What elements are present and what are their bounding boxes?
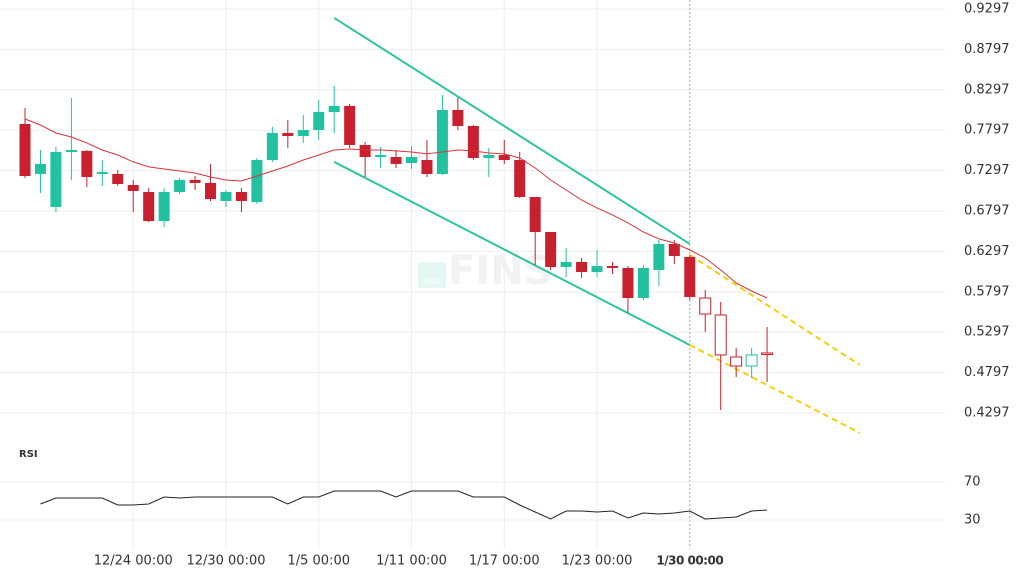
x-tick-label: 12/30 00:00 bbox=[186, 554, 265, 569]
candle-body bbox=[622, 267, 634, 299]
candle-body bbox=[637, 267, 649, 299]
candle-body bbox=[591, 266, 603, 272]
candle-body bbox=[483, 154, 495, 158]
candle-body bbox=[282, 132, 294, 136]
candle-body bbox=[576, 261, 588, 272]
candle-body bbox=[684, 256, 696, 297]
trendline bbox=[333, 17, 691, 245]
y-tick-label: 0.8797 bbox=[964, 42, 1010, 57]
y-tick-label: 0.7797 bbox=[964, 123, 1010, 138]
candle-body bbox=[50, 152, 62, 208]
x-tick-label: 1/17 00:00 bbox=[469, 554, 540, 569]
candle-body bbox=[81, 150, 93, 177]
candle-body bbox=[498, 154, 510, 160]
candle-body bbox=[112, 173, 124, 184]
candle-body bbox=[668, 243, 680, 256]
trendline bbox=[333, 161, 691, 346]
candle-body bbox=[313, 112, 325, 131]
candle-body bbox=[143, 192, 155, 222]
y-tick-label: 0.7297 bbox=[964, 163, 1010, 178]
candle-body bbox=[467, 125, 479, 158]
rsi-line bbox=[40, 490, 768, 520]
candle-body bbox=[421, 160, 433, 174]
candle-body bbox=[436, 109, 448, 174]
x-tick-label: 1/23 00:00 bbox=[562, 554, 633, 569]
candle-body bbox=[158, 192, 170, 222]
y-tick-label: 30 bbox=[964, 513, 981, 528]
watermark-badge-box bbox=[418, 262, 446, 288]
candle-body bbox=[653, 243, 665, 270]
candle-body bbox=[34, 163, 46, 174]
candle-body bbox=[560, 261, 572, 267]
candle-body bbox=[714, 314, 727, 356]
x-tick-label: 1/5 00:00 bbox=[287, 554, 350, 569]
candle-body bbox=[328, 105, 340, 112]
candle-body bbox=[761, 352, 774, 355]
candle-body bbox=[251, 160, 263, 203]
y-tick-label: 0.6797 bbox=[964, 203, 1010, 218]
x-tick-label: 12/24 00:00 bbox=[94, 554, 173, 569]
candle-body bbox=[529, 197, 541, 232]
y-tick-label: 0.9297 bbox=[964, 1, 1010, 16]
candle-body bbox=[127, 184, 139, 191]
rsi-title: RSI bbox=[19, 449, 38, 460]
candle-body bbox=[359, 144, 371, 158]
candle-body bbox=[545, 232, 557, 267]
candle-body bbox=[699, 297, 712, 315]
candle-body bbox=[730, 356, 743, 367]
candle-body bbox=[514, 160, 526, 198]
candle-body bbox=[266, 132, 278, 160]
candle-body bbox=[390, 157, 402, 164]
candle-body bbox=[375, 154, 387, 158]
watermark-text: FINS bbox=[448, 248, 553, 294]
y-tick-label: 0.5797 bbox=[964, 284, 1010, 299]
y-tick-label: 0.4297 bbox=[964, 406, 1010, 421]
candle-body bbox=[745, 354, 758, 367]
x-tick-label: 1/11 00:00 bbox=[376, 554, 447, 569]
candle-body bbox=[205, 182, 217, 200]
candle-body bbox=[297, 130, 309, 136]
candle-body bbox=[189, 179, 201, 183]
trendline bbox=[689, 254, 861, 366]
candle-body bbox=[606, 266, 618, 268]
candle-body bbox=[452, 109, 464, 126]
y-tick-label: 0.8297 bbox=[964, 82, 1010, 97]
candle-body bbox=[406, 157, 417, 163]
x-tick-label: 1/30 00:00 bbox=[656, 554, 723, 568]
y-tick-label: 0.6297 bbox=[964, 244, 1010, 259]
candle-body bbox=[65, 149, 77, 152]
candle-body bbox=[174, 179, 186, 192]
candle-body bbox=[344, 105, 356, 145]
candle-body bbox=[220, 192, 232, 201]
watermark-badge: ats bbox=[424, 274, 441, 287]
candle-body bbox=[235, 192, 247, 201]
moving-average bbox=[24, 118, 768, 299]
candle-body bbox=[19, 123, 31, 176]
trendline bbox=[689, 344, 861, 434]
y-tick-label: 70 bbox=[964, 475, 981, 490]
candle-body bbox=[96, 171, 108, 174]
y-tick-label: 0.5297 bbox=[964, 325, 1010, 340]
y-tick-label: 0.4797 bbox=[964, 365, 1010, 380]
